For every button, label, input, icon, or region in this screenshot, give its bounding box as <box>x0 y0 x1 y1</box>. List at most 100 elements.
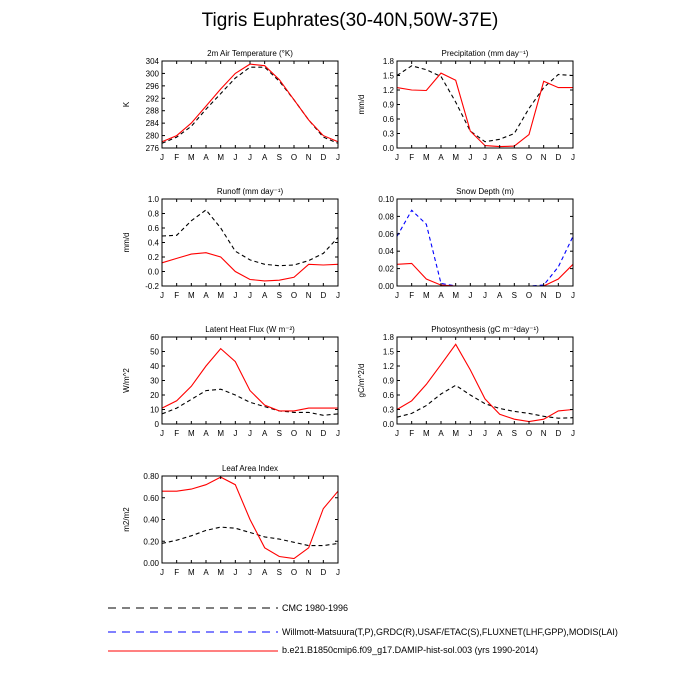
x-tick-label: A <box>262 429 268 438</box>
y-tick-label: 280 <box>146 132 160 141</box>
chart-panel-2: Runoff (mm day⁻¹) -0.2 0.0 0.2 0.4 0.6 0.8 1.0 J… <box>122 187 340 300</box>
x-tick-label: N <box>541 153 547 162</box>
series-line-model <box>396 72 573 148</box>
y-tick-label: 0.00 <box>378 282 394 291</box>
x-tick-label: A <box>438 291 444 300</box>
x-tick-label: S <box>512 153 517 162</box>
x-tick-label: J <box>248 429 252 438</box>
series-line-cmc <box>396 384 574 419</box>
y-tick-label: 1.0 <box>148 195 160 204</box>
y-tick-label: 0.3 <box>383 406 395 415</box>
x-tick-label: J <box>336 429 340 438</box>
x-tick-label: A <box>203 291 209 300</box>
y-tick-label: 0.6 <box>383 115 395 124</box>
x-tick-label: J <box>395 291 399 300</box>
x-tick-label: A <box>438 429 444 438</box>
x-tick-label: M <box>188 429 195 438</box>
y-tick-label: 0.08 <box>378 212 394 221</box>
chart-panel-5: Photosynthesis (gC m⁻²day⁻¹) 0.0 0.3 0.6 0.9… <box>357 325 575 438</box>
y-tick-label: 304 <box>146 57 160 66</box>
x-tick-label: J <box>483 429 487 438</box>
x-tick-label: S <box>512 291 517 300</box>
x-tick-label: N <box>306 291 312 300</box>
y-tick-label: 30 <box>150 377 159 386</box>
y-tick-label: 0.00 <box>143 559 159 568</box>
series-line-model <box>161 347 338 412</box>
y-tick-label: 0.0 <box>383 144 395 153</box>
x-tick-label: O <box>291 291 297 300</box>
x-tick-label: J <box>233 568 237 577</box>
x-tick-label: D <box>320 568 326 577</box>
chart-panel-3: Snow Depth (m) 0.00 0.02 0.04 0.06 0.08 0.10 J F… <box>378 187 575 300</box>
x-tick-label: J <box>233 291 237 300</box>
x-tick-label: O <box>291 429 297 438</box>
x-tick-label: J <box>160 568 164 577</box>
x-tick-label: A <box>203 568 209 577</box>
y-tick-label: 0.40 <box>143 516 159 525</box>
x-tick-label: N <box>541 291 547 300</box>
y-tick-label: 1.8 <box>383 57 395 66</box>
x-tick-label: M <box>217 153 224 162</box>
x-tick-label: A <box>497 291 503 300</box>
x-tick-label: A <box>203 429 209 438</box>
page-title: Tigris Euphrates(30-40N,50W-37E) <box>201 10 499 31</box>
y-tick-label: 296 <box>146 82 160 91</box>
x-tick-label: S <box>277 291 282 300</box>
x-tick-label: J <box>336 291 340 300</box>
x-tick-label: J <box>160 291 164 300</box>
x-tick-label: D <box>320 291 326 300</box>
chart-title: 2m Air Temperature (°K) <box>207 49 293 58</box>
chart-title: Precipitation (mm day⁻¹) <box>442 49 529 58</box>
y-axis-label: W/m^2 <box>122 368 131 393</box>
x-tick-label: M <box>452 429 459 438</box>
series-line-cmc <box>161 209 339 267</box>
plot-frame <box>396 198 574 287</box>
x-tick-label: N <box>306 568 312 577</box>
y-tick-label: 300 <box>146 69 160 78</box>
y-tick-label: 0.06 <box>378 230 394 239</box>
chart-title: Latent Heat Flux (W m⁻²) <box>205 325 295 334</box>
x-tick-label: J <box>483 291 487 300</box>
x-tick-label: D <box>320 153 326 162</box>
y-tick-label: 0.8 <box>148 210 160 219</box>
y-tick-label: 276 <box>146 144 160 153</box>
y-tick-label: 0.0 <box>148 268 160 277</box>
x-tick-label: M <box>217 429 224 438</box>
x-tick-label: M <box>452 291 459 300</box>
y-tick-label: 0 <box>155 420 160 429</box>
x-tick-label: J <box>571 429 575 438</box>
y-axis-label: mm/d <box>357 95 366 115</box>
x-tick-label: J <box>395 153 399 162</box>
y-tick-label: 292 <box>146 94 160 103</box>
x-tick-label: M <box>452 153 459 162</box>
x-tick-label: J <box>233 429 237 438</box>
y-tick-label: 284 <box>146 119 160 128</box>
x-tick-label: O <box>526 153 532 162</box>
x-tick-label: O <box>291 153 297 162</box>
x-tick-label: J <box>395 429 399 438</box>
y-tick-label: 0.10 <box>378 195 394 204</box>
x-tick-label: M <box>188 153 195 162</box>
x-tick-label: J <box>468 291 472 300</box>
series-line-cmc <box>161 388 339 416</box>
y-tick-label: 0.20 <box>143 537 159 546</box>
y-axis-label: m2/m2 <box>122 507 131 532</box>
x-tick-label: O <box>291 568 297 577</box>
series-line-model <box>396 343 574 423</box>
plot-frame <box>161 60 339 149</box>
y-tick-label: 0.6 <box>148 224 160 233</box>
series-line-model <box>162 476 339 560</box>
x-tick-label: A <box>262 568 268 577</box>
y-tick-label: 0.3 <box>383 130 395 139</box>
x-tick-label: J <box>571 153 575 162</box>
plot-frame <box>161 198 339 287</box>
y-tick-label: 0.02 <box>378 265 394 274</box>
plot-frame <box>161 336 339 425</box>
chart-title: Snow Depth (m) <box>456 187 514 196</box>
x-tick-label: A <box>262 291 268 300</box>
x-tick-label: J <box>571 291 575 300</box>
x-tick-label: D <box>555 291 561 300</box>
x-tick-label: A <box>497 429 503 438</box>
